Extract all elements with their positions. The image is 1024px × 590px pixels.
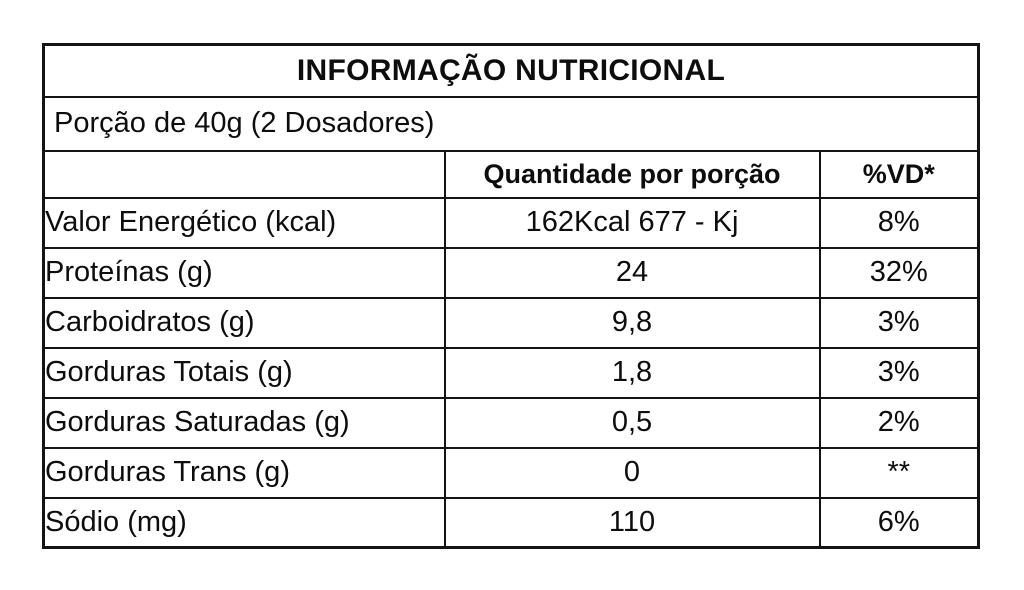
nutrient-amount: 1,8 [443, 346, 821, 399]
nutrient-name: Proteínas (g) [42, 246, 446, 299]
table-row-protein: Proteínas (g) 24 32% [42, 246, 981, 299]
nutrient-amount: 9,8 [443, 296, 821, 349]
nutrient-daily-value: 6% [818, 496, 981, 549]
col-header-amount: Quantidade por porção [443, 149, 821, 199]
col-header-nutrient [42, 149, 446, 199]
nutrient-daily-value: 3% [818, 346, 981, 399]
table-row-sodium: Sódio (mg) 110 6% [42, 496, 981, 549]
nutrient-amount: 0,5 [443, 396, 821, 449]
column-header-row: Quantidade por porção %VD* [42, 149, 981, 199]
nutrient-amount: 0 [443, 446, 821, 499]
table-row-trans-fat: Gorduras Trans (g) 0 ** [42, 446, 981, 499]
col-header-daily-value: %VD* [818, 149, 981, 199]
table-row-saturated-fat: Gorduras Saturadas (g) 0,5 2% [42, 396, 981, 449]
nutrient-amount: 110 [443, 496, 821, 549]
table-title-row: INFORMAÇÃO NUTRICIONAL [41, 43, 981, 98]
table-title: INFORMAÇÃO NUTRICIONAL [41, 43, 981, 98]
nutrient-name: Valor Energético (kcal) [42, 196, 446, 249]
nutrient-daily-value: 32% [818, 246, 981, 299]
table-row-energy: Valor Energético (kcal) 162Kcal 677 - Kj… [42, 196, 981, 249]
nutrient-amount: 24 [443, 246, 821, 299]
nutrient-name: Gorduras Saturadas (g) [42, 396, 446, 449]
nutrient-daily-value: 3% [818, 296, 981, 349]
nutrient-daily-value: ** [818, 446, 981, 499]
nutrient-name: Gorduras Trans (g) [42, 446, 446, 499]
table-row-carbs: Carboidratos (g) 9,8 3% [42, 296, 981, 349]
table-row-total-fat: Gorduras Totais (g) 1,8 3% [42, 346, 981, 399]
nutrient-name: Sódio (mg) [42, 496, 446, 549]
nutrient-daily-value: 8% [818, 196, 981, 249]
serving-size-row: Porção de 40g (2 Dosadores) [41, 95, 981, 152]
serving-size-text: Porção de 40g (2 Dosadores) [41, 95, 981, 152]
nutrient-name: Carboidratos (g) [42, 296, 446, 349]
nutrient-name: Gorduras Totais (g) [42, 346, 446, 399]
nutrition-table: INFORMAÇÃO NUTRICIONAL Porção de 40g (2 … [41, 43, 981, 549]
nutrient-daily-value: 2% [818, 396, 981, 449]
nutrient-amount: 162Kcal 677 - Kj [443, 196, 821, 249]
